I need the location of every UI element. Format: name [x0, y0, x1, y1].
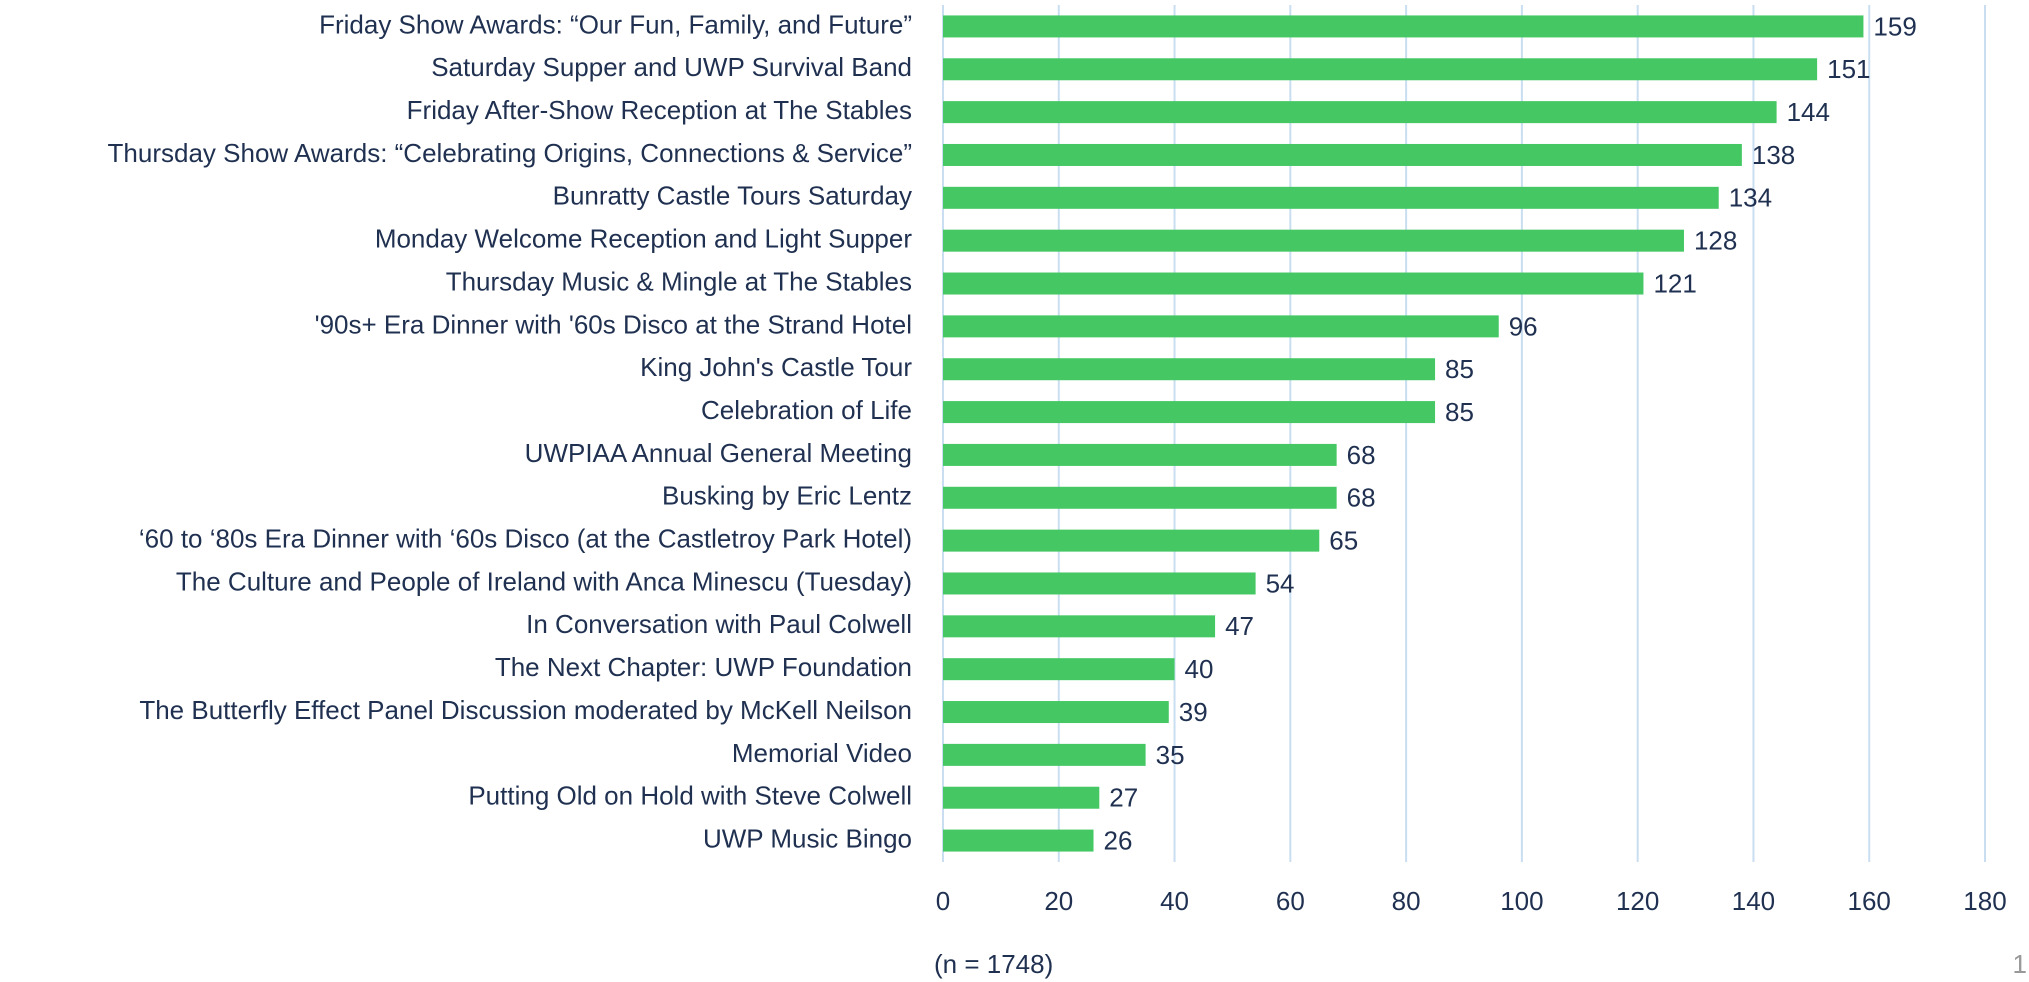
y-tick-label: Thursday Music & Mingle at The Stables: [446, 266, 912, 296]
x-tick-label: 100: [1500, 886, 1543, 916]
value-label: 39: [1179, 697, 1208, 727]
y-tick-label: In Conversation with Paul Colwell: [526, 609, 912, 639]
y-tick-label: UWP Music Bingo: [703, 823, 912, 853]
value-label: 40: [1185, 654, 1214, 684]
x-tick-label: 40: [1160, 886, 1189, 916]
value-label: 65: [1329, 526, 1358, 556]
bar: [943, 315, 1499, 338]
y-tick-label: Thursday Show Awards: “Celebrating Origi…: [108, 138, 912, 168]
y-tick-label: Memorial Video: [732, 738, 912, 768]
x-tick-label: 20: [1044, 886, 1073, 916]
y-tick-label: The Next Chapter: UWP Foundation: [495, 652, 912, 682]
y-tick-label: Monday Welcome Reception and Light Suppe…: [375, 224, 913, 254]
value-label: 68: [1347, 440, 1376, 470]
bar: [943, 743, 1146, 766]
bar: [943, 101, 1777, 124]
y-tick-label: Saturday Supper and UWP Survival Band: [431, 52, 912, 82]
sample-note: (n = 1748): [934, 949, 1053, 979]
value-label: 54: [1266, 568, 1295, 598]
bar: [943, 701, 1169, 724]
value-label: 159: [1873, 11, 1916, 41]
bar: [943, 572, 1256, 595]
x-tick-label: 180: [1963, 886, 2006, 916]
y-tick-label: Friday After-Show Reception at The Stabl…: [407, 95, 912, 125]
x-tick-label: 60: [1276, 886, 1305, 916]
y-tick-label: Busking by Eric Lentz: [662, 481, 912, 511]
y-tick-label: Bunratty Castle Tours Saturday: [553, 181, 912, 211]
bar: [943, 786, 1100, 809]
bar: [943, 401, 1436, 424]
bar: [943, 358, 1436, 381]
bar: [943, 58, 1818, 81]
y-tick-label: Friday Show Awards: “Our Fun, Family, an…: [319, 9, 912, 39]
value-label: 128: [1694, 226, 1737, 256]
bar: [943, 143, 1742, 166]
x-tick-label: 140: [1732, 886, 1775, 916]
value-label: 85: [1445, 397, 1474, 427]
bar: [943, 443, 1337, 466]
bar: [943, 615, 1216, 638]
value-label: 138: [1752, 140, 1795, 170]
value-label: 151: [1827, 54, 1870, 84]
value-label: 26: [1104, 825, 1133, 855]
value-label: 68: [1347, 483, 1376, 513]
bar: [943, 829, 1094, 852]
bar: [943, 229, 1684, 252]
value-label: 35: [1156, 740, 1185, 770]
x-tick-label: 80: [1392, 886, 1421, 916]
y-tick-label: '90s+ Era Dinner with '60s Disco at the …: [315, 309, 912, 339]
y-tick-label: ‘60 to ‘80s Era Dinner with ‘60s Disco (…: [139, 524, 912, 554]
value-label: 85: [1445, 354, 1474, 384]
bar: [943, 486, 1337, 509]
bar: [943, 529, 1320, 552]
x-tick-label: 120: [1616, 886, 1659, 916]
bar: [943, 272, 1644, 295]
value-label: 134: [1729, 183, 1772, 213]
x-tick-label: 160: [1848, 886, 1891, 916]
bar: [943, 658, 1175, 681]
value-label: 144: [1787, 97, 1830, 127]
y-tick-label: The Culture and People of Ireland with A…: [176, 566, 912, 596]
y-tick-label: Celebration of Life: [701, 395, 912, 425]
y-tick-label: Putting Old on Hold with Steve Colwell: [468, 781, 912, 811]
value-label: 47: [1225, 611, 1254, 641]
y-tick-label: The Butterfly Effect Panel Discussion mo…: [139, 695, 912, 725]
bar: [943, 186, 1719, 209]
bar: [943, 15, 1864, 38]
value-label: 96: [1509, 311, 1538, 341]
value-label: 27: [1109, 783, 1138, 813]
page-number: 1: [2013, 949, 2027, 979]
x-tick-label: 0: [936, 886, 950, 916]
y-tick-label: King John's Castle Tour: [640, 352, 912, 382]
value-label: 121: [1653, 268, 1696, 298]
y-tick-label: UWPIAA Annual General Meeting: [525, 438, 912, 468]
